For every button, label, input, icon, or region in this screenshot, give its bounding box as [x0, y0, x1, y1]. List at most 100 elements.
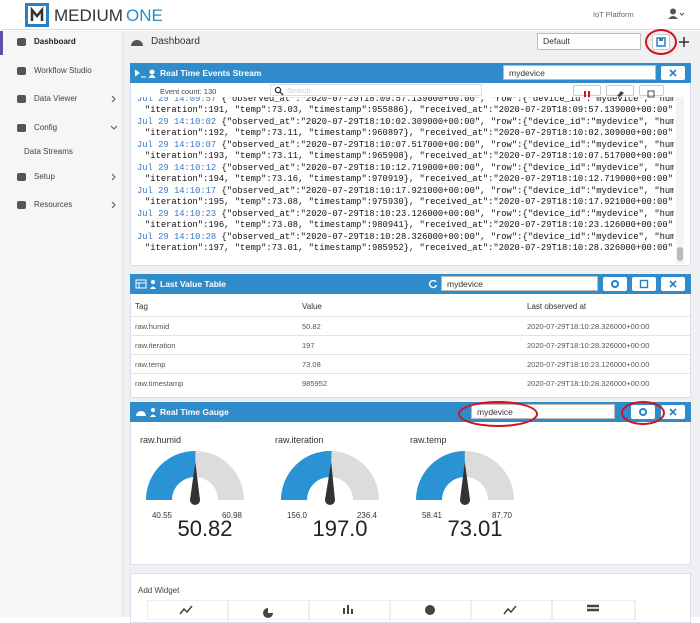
widget-title: Real Time Events Stream: [160, 68, 262, 78]
column-header: Value: [302, 302, 322, 311]
highlight-ring: [621, 401, 665, 425]
log-time: Jul 29 14:10:17: [137, 186, 217, 196]
log-line: "iteration":192, "temp":73.11, "timestam…: [145, 128, 674, 138]
table-cell: 2020-07-29T18:10:23.126000+00:00: [527, 360, 650, 369]
platform-menu[interactable]: IoT Platform: [593, 10, 634, 19]
log-text: {"observed_at":"2020-07-29T18:10:07.5170…: [221, 140, 674, 150]
row-divider: [131, 316, 690, 317]
icon-shape: [17, 67, 26, 75]
settings-button[interactable]: [603, 277, 627, 291]
gauge-min: 40.55: [152, 511, 173, 520]
close-button[interactable]: [661, 66, 685, 80]
table-cell: raw.temp: [135, 360, 166, 369]
icon-shape: [17, 124, 26, 132]
gauge-needle: [190, 462, 200, 501]
gauge-fill: [146, 451, 196, 500]
gauge-value: 50.82: [177, 516, 232, 541]
scrollbar: [676, 97, 684, 264]
log-line: "iteration":196, "temp":73.08, "timestam…: [145, 220, 674, 230]
nav-item[interactable]: Setup: [34, 172, 55, 181]
nav-icon: [17, 124, 26, 132]
log-entry: Jul 29 14:10:23 {"observed_at":"2020-07-…: [137, 209, 674, 232]
log-time: Jul 29 14:10:23: [137, 209, 217, 219]
log-entry: Jul 29 14:10:12 {"observed_at":"2020-07-…: [137, 163, 674, 186]
log-text: {"observed_at":"2020-07-29T18:10:23.1260…: [221, 209, 674, 219]
gauge-label: raw.iteration: [275, 435, 324, 445]
table-cell: raw.humid: [135, 322, 170, 331]
icon-shape: [17, 38, 26, 46]
log-time: Jul 29 14:09:57: [137, 97, 217, 104]
search-box[interactable]: Search: [270, 84, 482, 96]
gauge-fill: [281, 451, 332, 500]
table-cell: 985952: [302, 379, 328, 388]
column-header: Tag: [135, 302, 148, 311]
nav-item[interactable]: Dashboard: [34, 37, 76, 46]
widget-header: Real Time Gauge mydevice: [130, 402, 691, 422]
widget-header: Real Time Events Stream mydevice: [130, 63, 691, 83]
gauge-label: raw.humid: [140, 435, 181, 445]
gauge-value: 197.0: [312, 516, 367, 541]
gauge-min: 58.41: [422, 511, 443, 520]
table-cell: 197: [302, 341, 315, 350]
log-line: Jul 29 14:09:57 {"observed_at":"2020-07-…: [137, 97, 674, 105]
top-bar: MEDIUM ONE IoT Platform: [0, 0, 700, 30]
nav-item[interactable]: Resources: [34, 200, 73, 209]
chevron: [111, 95, 116, 103]
log-entry: Jul 29 14:10:07 {"observed_at":"2020-07-…: [137, 140, 674, 163]
sidebar: [0, 31, 123, 617]
gauge-label: raw.temp: [410, 435, 447, 445]
gauge-fill: [416, 451, 465, 500]
row-divider: [131, 373, 690, 374]
active-indicator: [0, 31, 3, 55]
nav-icon: [17, 95, 26, 103]
nav-item[interactable]: Config: [34, 123, 58, 132]
nav-icon: [17, 38, 26, 46]
device-select[interactable]: mydevice: [503, 65, 656, 80]
nav-icon: [17, 67, 26, 75]
widget-icon: [134, 69, 156, 78]
dashboard-select[interactable]: Default: [537, 33, 641, 50]
user-menu[interactable]: [668, 8, 684, 20]
needle-hub: [325, 495, 335, 505]
table-cell: 50.82: [302, 322, 321, 331]
chevron-shape: [111, 95, 116, 103]
log-line: Jul 29 14:10:23 {"observed_at":"2020-07-…: [137, 209, 674, 220]
save-button[interactable]: [632, 277, 656, 291]
gauge-min: 156.0: [287, 511, 308, 520]
chevron-shape: [111, 201, 116, 209]
log-line: Jul 29 14:10:02 {"observed_at":"2020-07-…: [137, 117, 674, 128]
close-button[interactable]: [661, 277, 685, 291]
log-entry: Jul 29 14:10:02 {"observed_at":"2020-07-…: [137, 117, 674, 140]
gauge-max: 236.4: [357, 511, 378, 520]
logo-icon: [25, 3, 49, 27]
table-cell: 2020-07-29T18:10:28.326000+00:00: [527, 341, 650, 350]
nav-item[interactable]: Data Viewer: [34, 94, 78, 103]
log-time: Jul 29 14:10:07: [137, 140, 217, 150]
log-text: {"observed_at":"2020-07-29T18:10:28.3260…: [221, 232, 674, 242]
widget-icon: [135, 279, 156, 289]
table-cell: 73.08: [302, 360, 321, 369]
log-text: {"observed_at":"2020-07-29T18:09:57.1390…: [221, 97, 674, 104]
log-entry: Jul 29 14:09:57 {"observed_at":"2020-07-…: [137, 97, 674, 117]
log-entry: Jul 29 14:10:17 {"observed_at":"2020-07-…: [137, 186, 674, 209]
log-text: {"observed_at":"2020-07-29T18:10:12.7190…: [221, 163, 674, 173]
chevron: [111, 173, 116, 181]
nav-item[interactable]: Workflow Studio: [34, 66, 92, 75]
highlight-ring: [645, 29, 677, 55]
pause-button[interactable]: [573, 85, 601, 97]
add-dashboard-button[interactable]: [678, 36, 690, 48]
table-cell: 2020-07-29T18:10:28.326000+00:00: [527, 322, 650, 331]
log-text: {"observed_at":"2020-07-29T18:10:02.3090…: [221, 117, 674, 127]
clear-button[interactable]: [606, 85, 634, 97]
device-select[interactable]: mydevice: [441, 276, 598, 291]
gauge-max: 87.70: [492, 511, 513, 520]
save-log-button[interactable]: [639, 85, 664, 98]
logo-accent: ONE: [126, 6, 163, 25]
nav-item[interactable]: Data Streams: [24, 147, 73, 156]
column-header: Last observed at: [527, 302, 587, 311]
close-button[interactable]: [661, 405, 685, 419]
gauge-value: 73.01: [447, 516, 502, 541]
row-divider: [131, 354, 690, 355]
